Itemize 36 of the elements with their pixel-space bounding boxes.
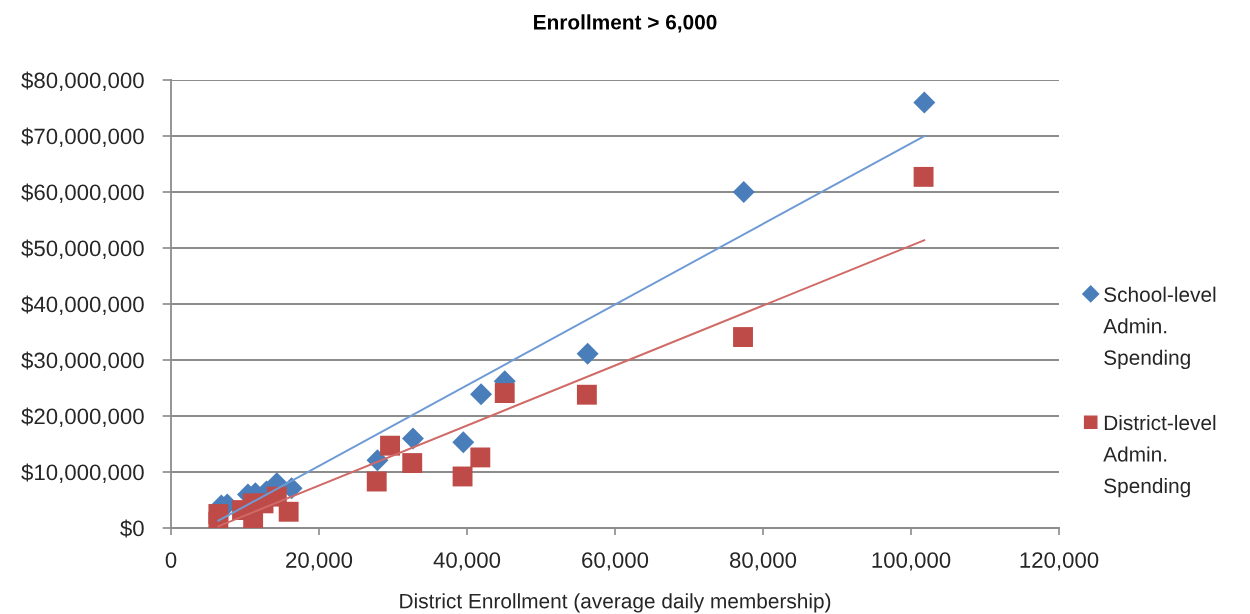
point: [732, 181, 755, 203]
point: [366, 471, 387, 492]
x-tick-label: 120,000: [1020, 552, 1099, 571]
point: [733, 327, 753, 347]
x-tick-label: 40,000: [433, 552, 501, 571]
point: [576, 342, 599, 365]
legend-label: School-level Admin. Spending: [1103, 286, 1216, 370]
point: [494, 383, 515, 403]
point: [470, 447, 491, 468]
y-tick-label: $10,000,000: [21, 463, 144, 483]
point: [452, 431, 475, 454]
point: [402, 427, 424, 450]
legend-label: District-level Admin. Spending: [1103, 414, 1216, 498]
y-tick-label: $50,000,000: [21, 239, 144, 259]
x-tick-label: 100,000: [872, 552, 951, 571]
y-tick-label: $20,000,000: [21, 407, 144, 427]
y-tick-label: $80,000,000: [21, 71, 144, 91]
y-tick-label: $30,000,000: [21, 351, 144, 371]
point: [913, 166, 934, 187]
y-tick-label: $0: [120, 519, 144, 538]
y-tick-label: $40,000,000: [21, 295, 144, 315]
point: [402, 453, 423, 473]
y-tick-label: $60,000,000: [21, 183, 144, 203]
y-tick-label: $70,000,000: [21, 127, 144, 147]
point: [470, 383, 493, 406]
x-tick-label: 60,000: [582, 552, 649, 571]
point: [913, 91, 936, 114]
x-tick-label: 80,000: [729, 552, 797, 571]
x-tick-label: 20,000: [286, 552, 353, 571]
point: [380, 435, 400, 456]
point: [278, 501, 299, 522]
x-axis-title: District Enrollment (average daily membership): [400, 593, 831, 613]
point: [576, 384, 597, 405]
x-tick-label: 0: [165, 552, 177, 568]
chart-title: Enrollment > 6,000: [534, 14, 717, 33]
point: [452, 466, 473, 487]
